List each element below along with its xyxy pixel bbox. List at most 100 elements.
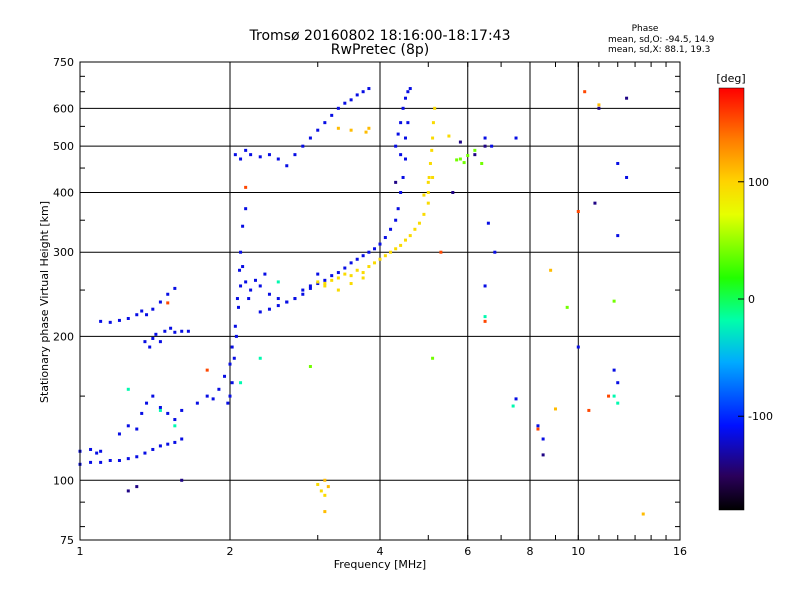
data-point (343, 101, 347, 105)
data-point (403, 96, 407, 100)
data-point (258, 155, 262, 159)
data-point (232, 356, 236, 360)
data-point (180, 408, 184, 412)
chart-subtitle: RwPretec (8p) (331, 42, 429, 58)
data-point (616, 161, 620, 165)
data-point (583, 90, 587, 94)
data-point (408, 87, 412, 91)
data-point (473, 153, 477, 157)
data-point (258, 310, 262, 314)
y-axis-label: Stationary phase Virtual Height [km] (38, 201, 51, 403)
data-point (403, 238, 407, 242)
data-point (301, 292, 305, 296)
data-point (151, 447, 155, 451)
data-point (195, 401, 199, 405)
data-point (576, 210, 580, 214)
data-point (349, 98, 353, 102)
data-point (373, 247, 377, 251)
data-point (616, 234, 620, 238)
data-point (490, 144, 494, 148)
data-point (228, 394, 232, 398)
colorbar-tick-label: 100 (748, 176, 769, 189)
data-point (323, 284, 327, 288)
data-point (473, 148, 477, 152)
y-tick-label: 200 (53, 330, 74, 343)
data-point (336, 271, 340, 275)
data-point (241, 224, 245, 228)
data-point (135, 485, 139, 489)
data-point (597, 103, 601, 107)
data-point (389, 250, 393, 254)
data-point (173, 286, 177, 290)
phase-box-line1: mean, sd,O: -94.5, 14.9 (608, 35, 715, 45)
data-point (483, 319, 487, 323)
data-point (316, 482, 320, 486)
data-point (158, 444, 162, 448)
data-point (135, 427, 139, 431)
data-point (223, 374, 227, 378)
y-tick-label: 400 (53, 186, 74, 199)
data-point (458, 140, 462, 144)
data-point (593, 201, 597, 205)
data-point (117, 458, 121, 462)
data-point (394, 144, 398, 148)
data-point (99, 460, 103, 464)
data-point (285, 300, 289, 304)
data-point (151, 394, 155, 398)
data-point (151, 307, 155, 311)
data-point (173, 330, 177, 334)
data-point (316, 280, 320, 284)
data-point (367, 250, 371, 254)
data-point (217, 387, 221, 391)
data-point (267, 307, 271, 311)
data-point (625, 96, 629, 100)
data-point (308, 286, 312, 290)
data-point (466, 154, 470, 158)
data-point (244, 185, 248, 189)
data-point (143, 451, 147, 455)
data-point (173, 440, 177, 444)
data-point (166, 442, 170, 446)
data-point (616, 401, 620, 405)
data-point (108, 320, 112, 324)
x-axis-label: Frequency [MHz] (334, 558, 426, 571)
data-point (135, 313, 139, 317)
data-point (439, 250, 443, 254)
data-point (244, 207, 248, 211)
x-tick-label: 10 (571, 545, 585, 558)
x-tick-label: 16 (673, 545, 687, 558)
data-point (455, 158, 459, 162)
colorbar-label: [deg] (716, 72, 745, 85)
data-point (401, 175, 405, 179)
data-point (367, 265, 371, 269)
data-point (394, 218, 398, 222)
grid-lines (80, 62, 680, 540)
data-point (536, 424, 540, 428)
data-point (151, 336, 155, 340)
data-point (417, 221, 421, 225)
y-tick-label: 500 (53, 140, 74, 153)
data-point (117, 318, 121, 322)
data-point (263, 272, 267, 276)
x-tick-label: 1 (77, 545, 84, 558)
data-point (483, 144, 487, 148)
y-tick-label: 75 (60, 534, 74, 547)
data-point (163, 329, 167, 333)
data-point (536, 427, 540, 431)
data-point (205, 368, 209, 372)
data-point (276, 304, 280, 308)
data-point (403, 136, 407, 140)
data-point (616, 381, 620, 385)
data-point (422, 212, 426, 216)
data-point (431, 136, 435, 140)
data-point (336, 276, 340, 280)
data-point (349, 261, 353, 265)
data-point (126, 489, 130, 493)
data-point (514, 136, 518, 140)
data-point (205, 394, 209, 398)
data-point (247, 297, 251, 301)
data-point (401, 106, 405, 110)
data-point (244, 280, 248, 284)
data-point (239, 284, 243, 288)
data-point (399, 153, 403, 157)
